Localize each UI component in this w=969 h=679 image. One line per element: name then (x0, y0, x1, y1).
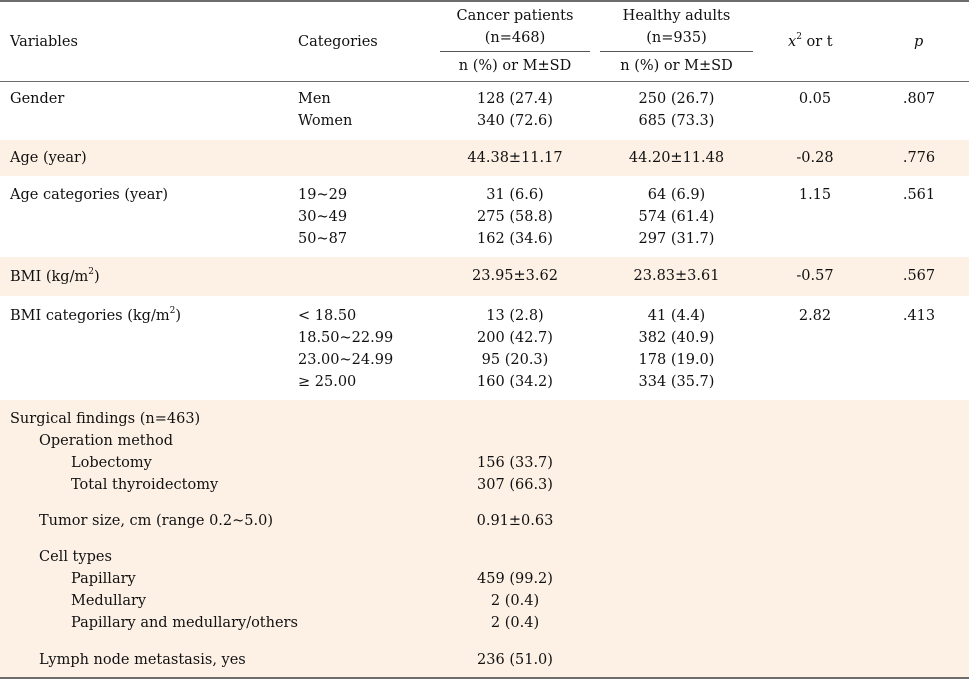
papillary-label: Papillary (71, 571, 136, 587)
bmi-cancer: 23.95±3.62 (472, 268, 558, 284)
lobectomy-label: Lobectomy (71, 455, 152, 471)
bmicat-cat: 18.50~22.99 (298, 330, 394, 346)
age-cancer: 44.38±11.17 (467, 150, 563, 166)
agecat-stat: 1.15 (798, 187, 832, 203)
bmi-label-post: ) (93, 269, 100, 285)
total-thyroidectomy-label: Total thyroidectomy (71, 477, 219, 493)
cell-types-label: Cell types (39, 549, 112, 565)
header-sub-cancer: n (%) or M±SD (458, 58, 572, 74)
gender-cat: Women (298, 113, 353, 129)
agecat-healthy: 574 (61.4) (638, 209, 715, 225)
header-cancer-n: (n=468) (484, 30, 546, 46)
row-band-surgical (0, 400, 969, 679)
cancer-header-rule (440, 51, 590, 52)
papillary-medullary-label: Papillary and medullary/others (71, 615, 298, 631)
header-stat: x2 or t (788, 31, 833, 53)
gender-healthy: 685 (73.3) (638, 113, 715, 129)
bmicat-label-sup: 2 (169, 306, 176, 317)
medullary-label: Medullary (71, 593, 147, 609)
bmicat-label-pre: BMI categories (kg/m (10, 308, 170, 324)
bmi-healthy: 23.83±3.61 (633, 268, 720, 284)
total-thyroidectomy-value: 307 (66.3) (477, 477, 553, 493)
bmicat-cancer: 13 (2.8) (486, 308, 544, 324)
agecat-cancer: 275 (58.8) (477, 209, 553, 225)
row-band-bmi (0, 257, 969, 296)
age-stat: -0.28 (796, 150, 834, 166)
bmi-label-pre: BMI (kg/m (10, 269, 89, 285)
header-stat-sup: 2 (796, 32, 802, 43)
header-variables: Variables (10, 34, 78, 50)
bmi-stat: -0.57 (796, 268, 834, 284)
header-cancer-title: Cancer patients (456, 8, 574, 24)
header-sub-healthy: n (%) or M±SD (620, 58, 733, 74)
bmicat-cancer: 95 (20.3) (481, 352, 549, 368)
tumor-size-value: 0.91±0.63 (476, 513, 554, 529)
tumor-size-label: Tumor size, cm (range 0.2~5.0) (39, 513, 273, 529)
papillary-value: 459 (99.2) (477, 571, 553, 587)
gender-stat: 0.05 (798, 91, 832, 107)
bmicat-cancer: 160 (34.2) (477, 374, 553, 390)
top-rule (0, 0, 969, 2)
bmicat-cat: 23.00~24.99 (298, 352, 394, 368)
gender-p: .807 (902, 91, 936, 107)
bmi-label: BMI (kg/m2) (10, 266, 100, 288)
lymph-node-value: 236 (51.0) (477, 652, 553, 668)
gender-cancer: 128 (27.4) (477, 91, 553, 107)
bmicat-healthy: 178 (19.0) (638, 352, 715, 368)
age-label: Age (year) (10, 150, 87, 166)
agecat-cat: 50~87 (298, 231, 348, 247)
agecat-cancer: 162 (34.6) (477, 231, 553, 247)
bmicat-cat: ≥ 25.00 (298, 374, 357, 390)
papillary-medullary-value: 2 (0.4) (490, 615, 540, 631)
surgical-label: Surgical findings (n=463) (10, 411, 201, 427)
bmicat-healthy: 41 (4.4) (647, 308, 706, 324)
bmicat-cancer: 200 (42.7) (477, 330, 553, 346)
agecat-label: Age categories (year) (10, 187, 168, 203)
header-stat-x: x (788, 34, 797, 50)
age-p: .776 (902, 150, 936, 166)
header-categories: Categories (298, 34, 378, 50)
header-stat-rest: or t (801, 34, 833, 50)
bmicat-label: BMI categories (kg/m2) (10, 305, 181, 327)
row-band-age (0, 140, 969, 176)
gender-healthy: 250 (26.7) (638, 91, 715, 107)
bmicat-p: .413 (902, 308, 936, 324)
bmicat-label-post: ) (175, 308, 181, 324)
header-p: p (914, 34, 924, 50)
agecat-healthy: 297 (31.7) (638, 231, 715, 247)
bmicat-healthy: 334 (35.7) (638, 374, 715, 390)
operation-method-label: Operation method (39, 433, 173, 449)
healthy-header-rule (600, 51, 753, 52)
gender-cancer: 340 (72.6) (477, 113, 553, 129)
medullary-value: 2 (0.4) (490, 593, 540, 609)
agecat-cat: 19~29 (298, 187, 348, 203)
bmicat-healthy: 382 (40.9) (638, 330, 715, 346)
agecat-cancer: 31 (6.6) (486, 187, 544, 203)
agecat-healthy: 64 (6.9) (647, 187, 706, 203)
lymph-node-label: Lymph node metastasis, yes (39, 652, 246, 668)
agecat-p: .561 (902, 187, 936, 203)
header-bottom-rule (0, 81, 969, 82)
bmicat-stat: 2.82 (798, 308, 832, 324)
gender-cat: Men (298, 91, 331, 107)
bottom-rule (0, 677, 969, 679)
header-healthy-title: Healthy adults (622, 8, 731, 24)
bmicat-cat: < 18.50 (298, 308, 357, 324)
bmi-label-sup: 2 (88, 267, 94, 278)
lobectomy-value: 156 (33.7) (477, 455, 553, 471)
header-healthy-n: (n=935) (646, 30, 707, 46)
age-healthy: 44.20±11.48 (628, 150, 725, 166)
bmi-p: .567 (902, 268, 936, 284)
agecat-cat: 30~49 (298, 209, 348, 225)
gender-label: Gender (10, 91, 65, 107)
